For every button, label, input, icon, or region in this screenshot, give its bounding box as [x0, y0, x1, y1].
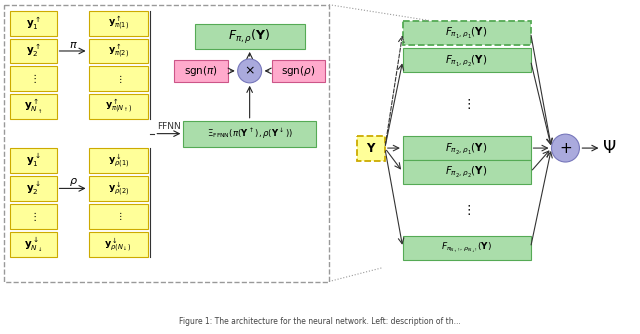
Bar — [88, 66, 148, 91]
Text: $\vdots$: $\vdots$ — [462, 203, 471, 217]
Text: $\mathbf{y}_{\pi(2)}^\uparrow$: $\mathbf{y}_{\pi(2)}^\uparrow$ — [108, 42, 129, 60]
Text: $\mathbf{y}_2^\uparrow$: $\mathbf{y}_2^\uparrow$ — [26, 42, 40, 59]
Bar — [10, 38, 56, 63]
Bar — [403, 136, 531, 160]
Circle shape — [237, 59, 262, 83]
Text: $\mathbf{y}_{\rho(N_\downarrow)}^\downarrow$: $\mathbf{y}_{\rho(N_\downarrow)}^\downar… — [104, 236, 132, 253]
Bar — [88, 204, 148, 229]
Text: $\vdots$: $\vdots$ — [115, 73, 122, 85]
Bar — [88, 94, 148, 119]
Text: $\mathbf{y}_{\rho(2)}^\downarrow$: $\mathbf{y}_{\rho(2)}^\downarrow$ — [108, 180, 129, 197]
Text: $\vdots$: $\vdots$ — [29, 210, 37, 223]
Bar — [271, 60, 326, 82]
Bar — [88, 11, 148, 35]
Bar — [403, 48, 531, 72]
Text: FFNN: FFNN — [157, 122, 180, 131]
Text: $+$: $+$ — [559, 141, 572, 156]
Text: $\mathbf{y}_1^\uparrow$: $\mathbf{y}_1^\uparrow$ — [26, 15, 40, 31]
Text: $\times$: $\times$ — [244, 64, 255, 77]
Text: $\vdots$: $\vdots$ — [115, 210, 122, 222]
Text: $\mathbf{y}_{N_\downarrow}^\downarrow$: $\mathbf{y}_{N_\downarrow}^\downarrow$ — [24, 235, 42, 253]
Text: Figure 1: The architecture for the neural network. Left: description of th...: Figure 1: The architecture for the neura… — [179, 317, 461, 326]
Bar — [10, 66, 56, 91]
Bar — [195, 24, 305, 49]
Text: $\mathbf{y}_{\pi(N_\uparrow)}^\uparrow$: $\mathbf{y}_{\pi(N_\uparrow)}^\uparrow$ — [104, 98, 132, 116]
Text: $\vdots$: $\vdots$ — [29, 72, 37, 86]
Text: $\mathbf{y}_{\pi(1)}^\uparrow$: $\mathbf{y}_{\pi(1)}^\uparrow$ — [108, 14, 129, 32]
Bar — [10, 94, 56, 119]
Bar — [403, 21, 531, 44]
Text: $\mathbf{y}_{\rho(1)}^\downarrow$: $\mathbf{y}_{\rho(1)}^\downarrow$ — [108, 152, 129, 169]
Text: $\mathbf{Y}$: $\mathbf{Y}$ — [365, 142, 376, 155]
Text: $\mathbf{y}_{N_\uparrow}^\uparrow$: $\mathbf{y}_{N_\uparrow}^\uparrow$ — [24, 98, 42, 116]
Bar — [403, 160, 531, 184]
Text: $\mathrm{sgn}(\rho)$: $\mathrm{sgn}(\rho)$ — [282, 64, 316, 78]
Bar — [10, 204, 56, 229]
Bar — [10, 11, 56, 35]
Text: $F_{\pi,\rho}(\mathbf{Y})$: $F_{\pi,\rho}(\mathbf{Y})$ — [228, 27, 271, 45]
Circle shape — [552, 134, 579, 162]
Bar — [88, 232, 148, 257]
Text: $\Xi_{\mathrm{FFNN}}(\pi(\mathbf{Y}^\uparrow),\rho(\mathbf{Y}^\downarrow))$: $\Xi_{\mathrm{FFNN}}(\pi(\mathbf{Y}^\upa… — [207, 127, 292, 141]
Text: $\vdots$: $\vdots$ — [462, 97, 471, 111]
Text: $\Psi$: $\Psi$ — [602, 139, 616, 157]
Bar — [10, 232, 56, 257]
Bar — [183, 121, 316, 147]
Bar — [10, 148, 56, 173]
Bar — [10, 176, 56, 201]
Text: $F_{\pi_1,\rho_1}(\mathbf{Y})$: $F_{\pi_1,\rho_1}(\mathbf{Y})$ — [445, 25, 488, 40]
Text: $F_{\pi_2,\rho_1}(\mathbf{Y})$: $F_{\pi_2,\rho_1}(\mathbf{Y})$ — [445, 141, 488, 156]
Text: $F_{\pi_2,\rho_2}(\mathbf{Y})$: $F_{\pi_2,\rho_2}(\mathbf{Y})$ — [445, 165, 488, 179]
Text: $\mathbf{y}_2^\downarrow$: $\mathbf{y}_2^\downarrow$ — [26, 180, 40, 197]
Bar — [88, 148, 148, 173]
Text: $F_{\pi_{N_\uparrow!},\rho_{N_\downarrow!}}(\mathbf{Y})$: $F_{\pi_{N_\uparrow!},\rho_{N_\downarrow… — [441, 240, 492, 255]
Bar — [88, 176, 148, 201]
Text: $\mathrm{sgn}(\pi)$: $\mathrm{sgn}(\pi)$ — [184, 64, 218, 78]
Text: $\mathbf{y}_1^\downarrow$: $\mathbf{y}_1^\downarrow$ — [26, 152, 40, 169]
Bar — [174, 60, 228, 82]
Bar — [88, 38, 148, 63]
Bar — [357, 136, 385, 161]
Bar — [4, 5, 329, 282]
Bar — [403, 236, 531, 260]
Text: $\pi$: $\pi$ — [69, 40, 78, 50]
Text: $\rho$: $\rho$ — [69, 176, 78, 188]
Text: $F_{\pi_1,\rho_2}(\mathbf{Y})$: $F_{\pi_1,\rho_2}(\mathbf{Y})$ — [445, 53, 488, 68]
